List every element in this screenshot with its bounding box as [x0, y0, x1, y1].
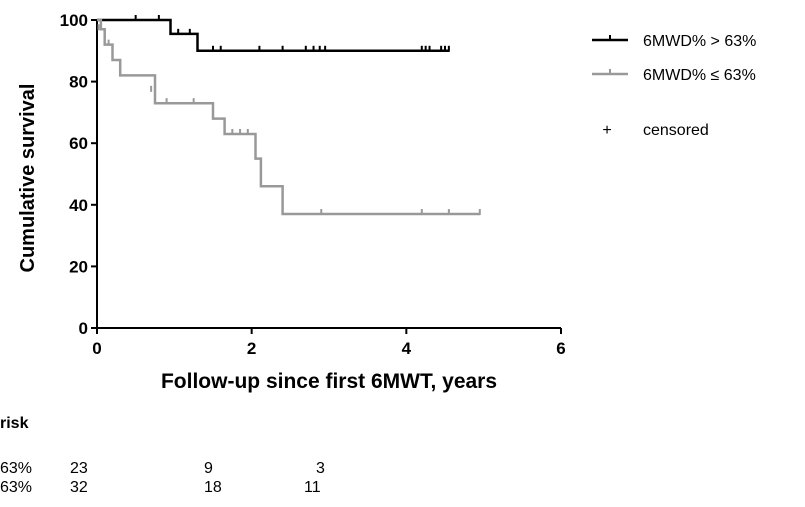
survival-chart: 0 20 40 60 80 100 0 2 4 6 Cumulative survival Follo…	[17, 11, 756, 393]
axes: 0 20 40 60 80 100 0 2 4 6 Cumulative survival Follo…	[17, 11, 566, 393]
risk-row-label: 63%	[0, 460, 33, 477]
x-tick-label: 0	[92, 339, 101, 358]
series-layer	[97, 15, 481, 216]
x-tick-label: 6	[556, 339, 565, 358]
series-line-2	[97, 18, 480, 216]
risk-row-value: 18	[204, 479, 222, 496]
legend: 6MWD% > 63% 6MWD% ≤ 63% + censored	[592, 33, 756, 139]
legend-label-2: 6MWD% ≤ 63%	[643, 67, 756, 84]
series-line-1	[97, 18, 449, 53]
y-tick-label: 80	[69, 73, 88, 92]
risk-row-value: 9	[204, 460, 213, 477]
x-axis-label: Follow-up since first 6MWT, years	[161, 370, 497, 393]
risk-row-value: 11	[304, 479, 321, 496]
x-tick-label: 2	[247, 339, 256, 358]
x-tick-label: 4	[402, 339, 412, 358]
y-tick-label: 60	[69, 134, 88, 153]
risk-row-value: 3	[316, 460, 325, 477]
y-tick-label: 20	[69, 257, 88, 276]
risk-row-value: 23	[70, 460, 88, 477]
risk-row-label: 63%	[0, 479, 33, 496]
y-axis-label: Cumulative survival	[17, 84, 39, 273]
legend-label-1: 6MWD% > 63%	[643, 33, 756, 50]
y-tick-label: 100	[60, 11, 88, 30]
legend-censored-label: censored	[643, 122, 709, 139]
risk-table-title: risk	[0, 415, 29, 432]
y-tick-label: 40	[69, 196, 88, 215]
risk-row-value: 32	[70, 479, 88, 496]
legend-censored-symbol: +	[602, 122, 611, 139]
y-tick-label: 0	[79, 319, 88, 338]
